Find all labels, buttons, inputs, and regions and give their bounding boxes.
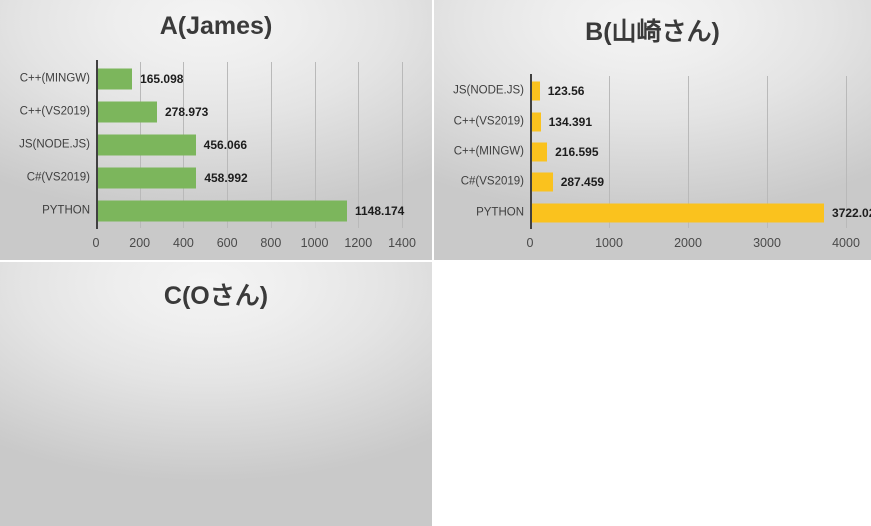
chart-a-bars: 165.098 278.973 456.066 458.992 1148.174 bbox=[96, 62, 405, 228]
bar[interactable] bbox=[530, 203, 825, 223]
chart-b-value-axis-line bbox=[530, 74, 532, 229]
chart-panel-c[interactable]: C(Oさん) 0.6080.7561.8472.6121.914C++(VS20… bbox=[0, 262, 434, 526]
bar-data-label: 287.459 bbox=[560, 175, 605, 190]
category-label: C#(VS2019) bbox=[460, 175, 524, 188]
category-label: JS(NODE.JS) bbox=[453, 84, 524, 97]
tick-label: 1200 bbox=[344, 236, 373, 250]
chart-a-title: A(James) bbox=[159, 12, 273, 40]
bar-data-label: 458.992 bbox=[204, 171, 248, 186]
bar-data-label: 1148.174 bbox=[354, 204, 405, 219]
tick-label: 0 bbox=[526, 236, 534, 250]
tick-label: 4000 bbox=[832, 236, 860, 250]
chart-b-bars: 123.56 134.391 216.595 287.459 3722.021 bbox=[530, 76, 871, 228]
bar[interactable] bbox=[530, 112, 541, 132]
gridline bbox=[227, 62, 229, 228]
gridline bbox=[846, 76, 847, 228]
tick-label: 3000 bbox=[753, 236, 781, 250]
bar-data-label: 456.066 bbox=[203, 138, 248, 152]
bar[interactable] bbox=[96, 167, 197, 189]
bar-data-label: 134.391 bbox=[548, 114, 592, 129]
chart-b-title: B(山崎さん) bbox=[585, 18, 720, 46]
tick-label: 200 bbox=[129, 236, 151, 250]
bar[interactable] bbox=[530, 172, 553, 192]
chart-a-tick-labels: 0 200 400 600 800 1000 1200 1400 bbox=[92, 236, 416, 255]
chart-b-axes bbox=[530, 74, 847, 229]
category-label: C++(VS2019) bbox=[453, 114, 524, 127]
gridline bbox=[688, 76, 689, 228]
gridline bbox=[609, 76, 610, 228]
bar-data-label: 216.595 bbox=[555, 145, 599, 159]
bar-data-label: 3722.021 bbox=[832, 205, 871, 220]
chart-a-plot-area: 165.098 278.973 456.066 458.992 1148.174 C++(… bbox=[19, 60, 416, 249]
tick-label: 400 bbox=[172, 236, 194, 250]
gridline bbox=[767, 76, 768, 228]
gridline bbox=[314, 62, 316, 228]
category-label: PYTHON bbox=[476, 206, 524, 219]
chart-c-title: C(Oさん) bbox=[163, 282, 269, 310]
tick-label: 2000 bbox=[674, 236, 702, 250]
chart-a-category-axis: C++(MINGW) C++(VS2019) JS(NODE.JS) C#(VS201… bbox=[4, 62, 90, 228]
gridline bbox=[270, 62, 272, 228]
empty-quadrant bbox=[434, 262, 871, 526]
chart-b-category-axis: JS(NODE.JS) C++(VS2019) C++(MINGW) C#(VS201… bbox=[438, 76, 524, 228]
category-label: JS(NODE.JS) bbox=[19, 138, 90, 151]
bar[interactable] bbox=[96, 134, 196, 156]
chart-panel-b[interactable]: B(山崎さん) 123.56 134.391 216.595 287.459 3722.… bbox=[434, 0, 871, 262]
bar[interactable] bbox=[530, 142, 548, 162]
gridline bbox=[402, 62, 403, 228]
bar[interactable] bbox=[96, 101, 157, 123]
tick-label: 0 bbox=[92, 236, 100, 250]
tick-label: 1000 bbox=[595, 236, 623, 250]
bar-data-label: 278.973 bbox=[164, 104, 209, 119]
bar[interactable] bbox=[96, 200, 347, 222]
category-label: C++(VS2019) bbox=[19, 105, 90, 118]
category-label: C++(MINGW) bbox=[453, 145, 524, 158]
category-label: C++(MINGW) bbox=[19, 71, 90, 84]
bar[interactable] bbox=[96, 68, 133, 90]
bar[interactable] bbox=[530, 81, 540, 101]
bar-data-label: 123.56 bbox=[547, 84, 585, 99]
tick-label: 1400 bbox=[388, 236, 416, 250]
tick-label: 800 bbox=[260, 236, 282, 250]
chart-b-tick-labels: 0 1000 2000 3000 4000 bbox=[526, 236, 860, 255]
gridline bbox=[358, 62, 360, 228]
chart-a-value-axis-line bbox=[96, 60, 98, 229]
tick-label: 600 bbox=[216, 236, 238, 250]
tick-label: 1000 bbox=[300, 236, 329, 250]
chart-b-plot-area: 123.56 134.391 216.595 287.459 3722.021 JS(NO… bbox=[453, 74, 871, 249]
category-label: PYTHON bbox=[42, 204, 90, 217]
bar-data-label: 165.098 bbox=[140, 71, 184, 86]
category-label: C#(VS2019) bbox=[26, 171, 90, 184]
chart-panel-a[interactable]: A(James) 165.098 278.973 456.066 458.992 114… bbox=[0, 0, 434, 262]
